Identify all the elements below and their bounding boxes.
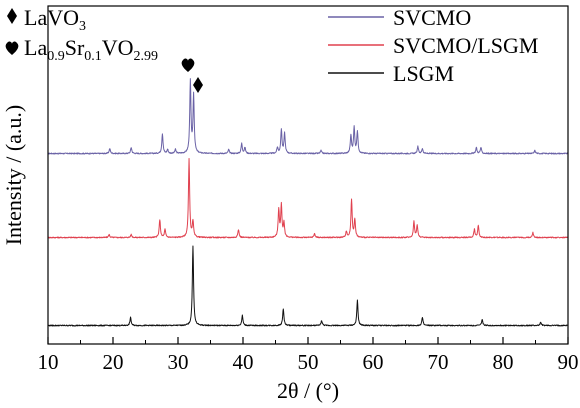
x-axis-title: 2θ / (°) xyxy=(277,378,339,403)
legend-label-lsgm: LSGM xyxy=(393,61,454,86)
phase-annotation-lavo3: LaVO3 xyxy=(7,5,86,34)
series-layer xyxy=(47,78,569,327)
series-line-lsgm xyxy=(47,245,569,327)
svg-text:La0.9Sr0.1VO2.99: La0.9Sr0.1VO2.99 xyxy=(24,35,158,64)
svg-text:LaVO3: LaVO3 xyxy=(24,5,86,34)
diamond-marker-icon xyxy=(7,8,17,24)
annotation-lsvo-vo: VO xyxy=(102,35,134,60)
legend-label-svcmo-lsgm: SVCMO/LSGM xyxy=(393,33,538,58)
x-tick-label: 20 xyxy=(103,350,124,374)
annotation-lsvo-sub1: 0.9 xyxy=(47,49,65,64)
legend-item-svcmo-lsgm: SVCMO/LSGM xyxy=(328,33,538,58)
x-tick-label: 80 xyxy=(493,350,514,374)
legend-label-svcmo: SVCMO xyxy=(393,5,471,30)
annotation-lavo3-main: LaVO xyxy=(24,5,79,30)
heart-marker-icon xyxy=(5,41,19,55)
x-tick-label: 50 xyxy=(298,350,319,374)
x-tick-label: 40 xyxy=(233,350,254,374)
legend-item-lsgm: LSGM xyxy=(328,61,454,86)
heart-peak-marker-icon xyxy=(181,58,195,72)
series-line-svcmo-lsgm xyxy=(47,157,569,239)
y-axis-title: Intensity / (a.u.) xyxy=(1,105,26,246)
series-line-svcmo xyxy=(47,78,569,155)
x-ticks: 10 20 30 40 50 60 70 80 90 xyxy=(38,337,579,374)
annotation-lsvo-sub2: 0.1 xyxy=(84,49,102,64)
x-tick-label: 30 xyxy=(168,350,189,374)
x-tick-label: 90 xyxy=(558,350,579,374)
diamond-peak-marker-icon xyxy=(193,77,203,93)
x-tick-label: 60 xyxy=(363,350,384,374)
legend: SVCMO SVCMO/LSGM LSGM xyxy=(328,5,538,86)
annotation-lavo3-sub: 3 xyxy=(79,19,86,34)
annotation-lsvo-sub3: 2.99 xyxy=(134,49,159,64)
annotation-lsvo-la: La xyxy=(24,35,47,60)
legend-item-svcmo: SVCMO xyxy=(328,5,471,30)
phase-annotation-lsvo: La0.9Sr0.1VO2.99 xyxy=(5,35,158,64)
annotation-lsvo-sr: Sr xyxy=(65,35,85,60)
x-tick-label: 10 xyxy=(38,350,59,374)
x-tick-label: 70 xyxy=(428,350,449,374)
